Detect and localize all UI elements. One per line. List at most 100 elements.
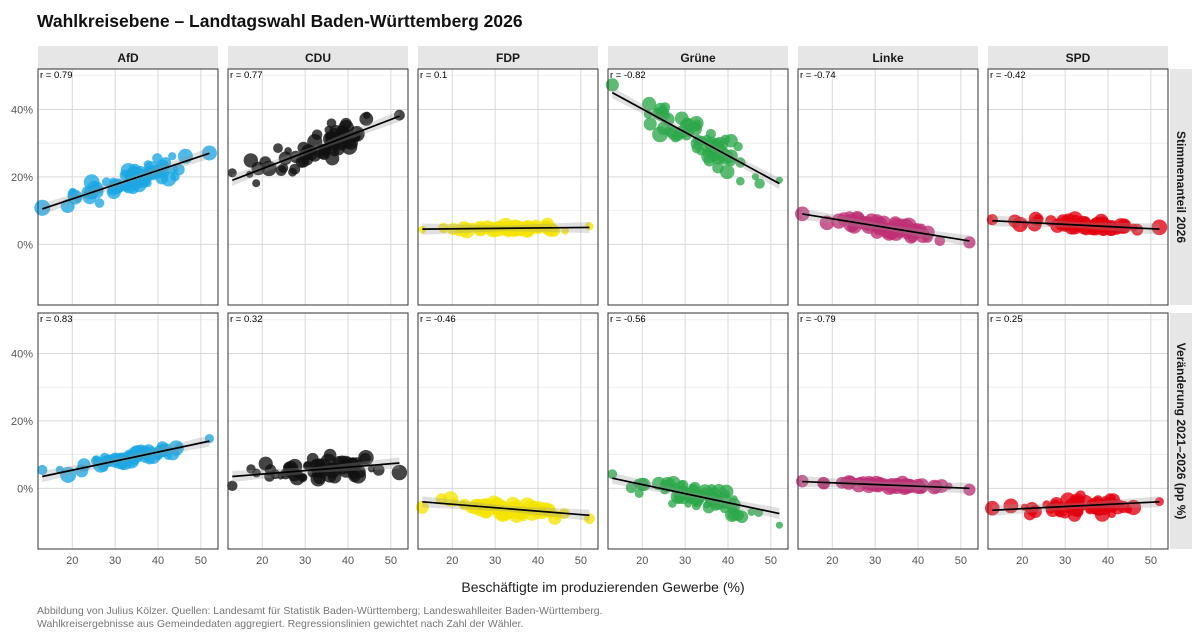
data-point — [243, 153, 258, 168]
data-point — [119, 182, 127, 190]
data-point — [733, 141, 743, 152]
caption: Abbildung von Julius Kölzer. Quellen: La… — [37, 605, 603, 631]
correlation-label: r = 0.77 — [230, 70, 262, 81]
data-point — [372, 464, 385, 476]
data-point — [634, 488, 644, 498]
data-point — [607, 469, 618, 480]
data-point — [391, 464, 408, 481]
data-point — [321, 147, 329, 156]
data-point — [335, 455, 349, 469]
regression-line — [802, 213, 970, 242]
x-tick-label: 30 — [489, 555, 501, 567]
data-point — [754, 178, 765, 189]
panel-afd-row2: r = 0.83 — [37, 312, 219, 550]
correlation-label: r = 0.25 — [990, 314, 1022, 325]
facet-strip-grüne: Grüne — [608, 46, 788, 69]
x-tick-label: 20 — [1016, 555, 1028, 567]
x-tick-label: 20 — [66, 555, 78, 567]
data-point — [155, 171, 169, 185]
x-tick-label: 30 — [869, 555, 881, 567]
facet-strip-linke: Linke — [798, 46, 978, 69]
data-point — [101, 177, 112, 187]
data-point — [963, 483, 976, 496]
data-point — [1098, 506, 1107, 515]
x-tick-label: 50 — [1145, 555, 1157, 567]
correlation-label: r = -0.74 — [800, 70, 836, 81]
data-point — [720, 164, 735, 180]
x-tick-label: 40 — [1102, 555, 1114, 567]
facet-strip-bg — [228, 46, 408, 69]
facet-strip-label: AfD — [117, 51, 139, 65]
data-point — [561, 227, 569, 235]
regression-line — [231, 115, 400, 182]
data-point — [315, 458, 325, 468]
panel-linke-row2: r = -0.79 — [796, 312, 979, 550]
panel-border — [797, 68, 979, 306]
data-point — [338, 120, 354, 136]
correlation-label: r = 0.83 — [40, 314, 72, 325]
regression-line — [232, 462, 400, 478]
correlation-label: r = -0.82 — [610, 70, 646, 81]
facet-strip-label: Grüne — [680, 51, 716, 65]
panel-border — [797, 312, 979, 550]
facet-strip-afd: AfD — [38, 46, 218, 69]
data-point — [584, 513, 595, 525]
data-point — [1067, 211, 1083, 228]
data-point — [1055, 508, 1065, 518]
x-tick-label: 30 — [299, 555, 311, 567]
data-point — [1027, 217, 1042, 232]
panel-border — [227, 312, 409, 550]
data-point — [736, 176, 745, 186]
regression-line — [611, 91, 780, 185]
row-strip-bg — [1170, 313, 1192, 549]
correlation-label: r = -0.46 — [420, 314, 456, 325]
data-point — [726, 497, 741, 513]
data-point — [691, 143, 702, 154]
data-point — [329, 147, 340, 157]
facet-strip-label: CDU — [305, 51, 331, 65]
data-point — [278, 163, 289, 173]
data-point — [720, 134, 731, 145]
x-tick-label: 40 — [532, 555, 544, 567]
data-point — [703, 154, 716, 167]
regression-line — [612, 477, 780, 515]
data-point — [201, 145, 217, 161]
regression-line — [802, 480, 970, 490]
facet-strip-spd: SPD — [988, 46, 1168, 69]
panel-border — [987, 312, 1169, 550]
data-point — [837, 212, 851, 226]
x-tick-label: 20 — [256, 555, 268, 567]
panel-grüne-row1: r = -0.82 — [605, 68, 789, 306]
data-point — [667, 126, 682, 141]
data-point — [258, 456, 273, 471]
data-point — [605, 78, 619, 92]
data-point — [465, 505, 474, 513]
data-point — [1131, 223, 1144, 236]
data-point — [677, 480, 686, 488]
faceted-scatter-chart: AfD CDU FDP Grüne Linke SPD Stimmenanteil 2026… — [11, 46, 1192, 595]
data-point — [585, 222, 594, 231]
correlation-label: r = 0.1 — [420, 70, 447, 81]
x-tick-label: 50 — [385, 555, 397, 567]
data-point — [146, 165, 154, 173]
x-tick-label: 30 — [109, 555, 121, 567]
data-point — [527, 501, 543, 517]
panel-border — [417, 312, 599, 550]
panel-border — [227, 68, 409, 306]
panel-spd-row2: r = 0.25 — [985, 312, 1169, 550]
panel-border — [417, 68, 599, 306]
data-point — [548, 511, 562, 525]
panel-cdu-row2: r = 0.32 — [227, 312, 409, 550]
panel-border — [37, 68, 219, 306]
data-point — [643, 109, 653, 119]
data-point — [661, 112, 675, 126]
data-point — [875, 216, 883, 224]
data-point — [163, 451, 173, 460]
row-strip-label: Veränderung 2021–2026 (pp %) — [1174, 343, 1188, 520]
correlation-label: r = 0.32 — [230, 314, 262, 325]
data-point — [747, 507, 756, 516]
data-point — [911, 223, 920, 231]
data-point — [642, 96, 657, 111]
chart-title: Wahlkreisebene – Landtagswahl Baden-Würt… — [37, 11, 523, 31]
x-tick-label: 40 — [152, 555, 164, 567]
